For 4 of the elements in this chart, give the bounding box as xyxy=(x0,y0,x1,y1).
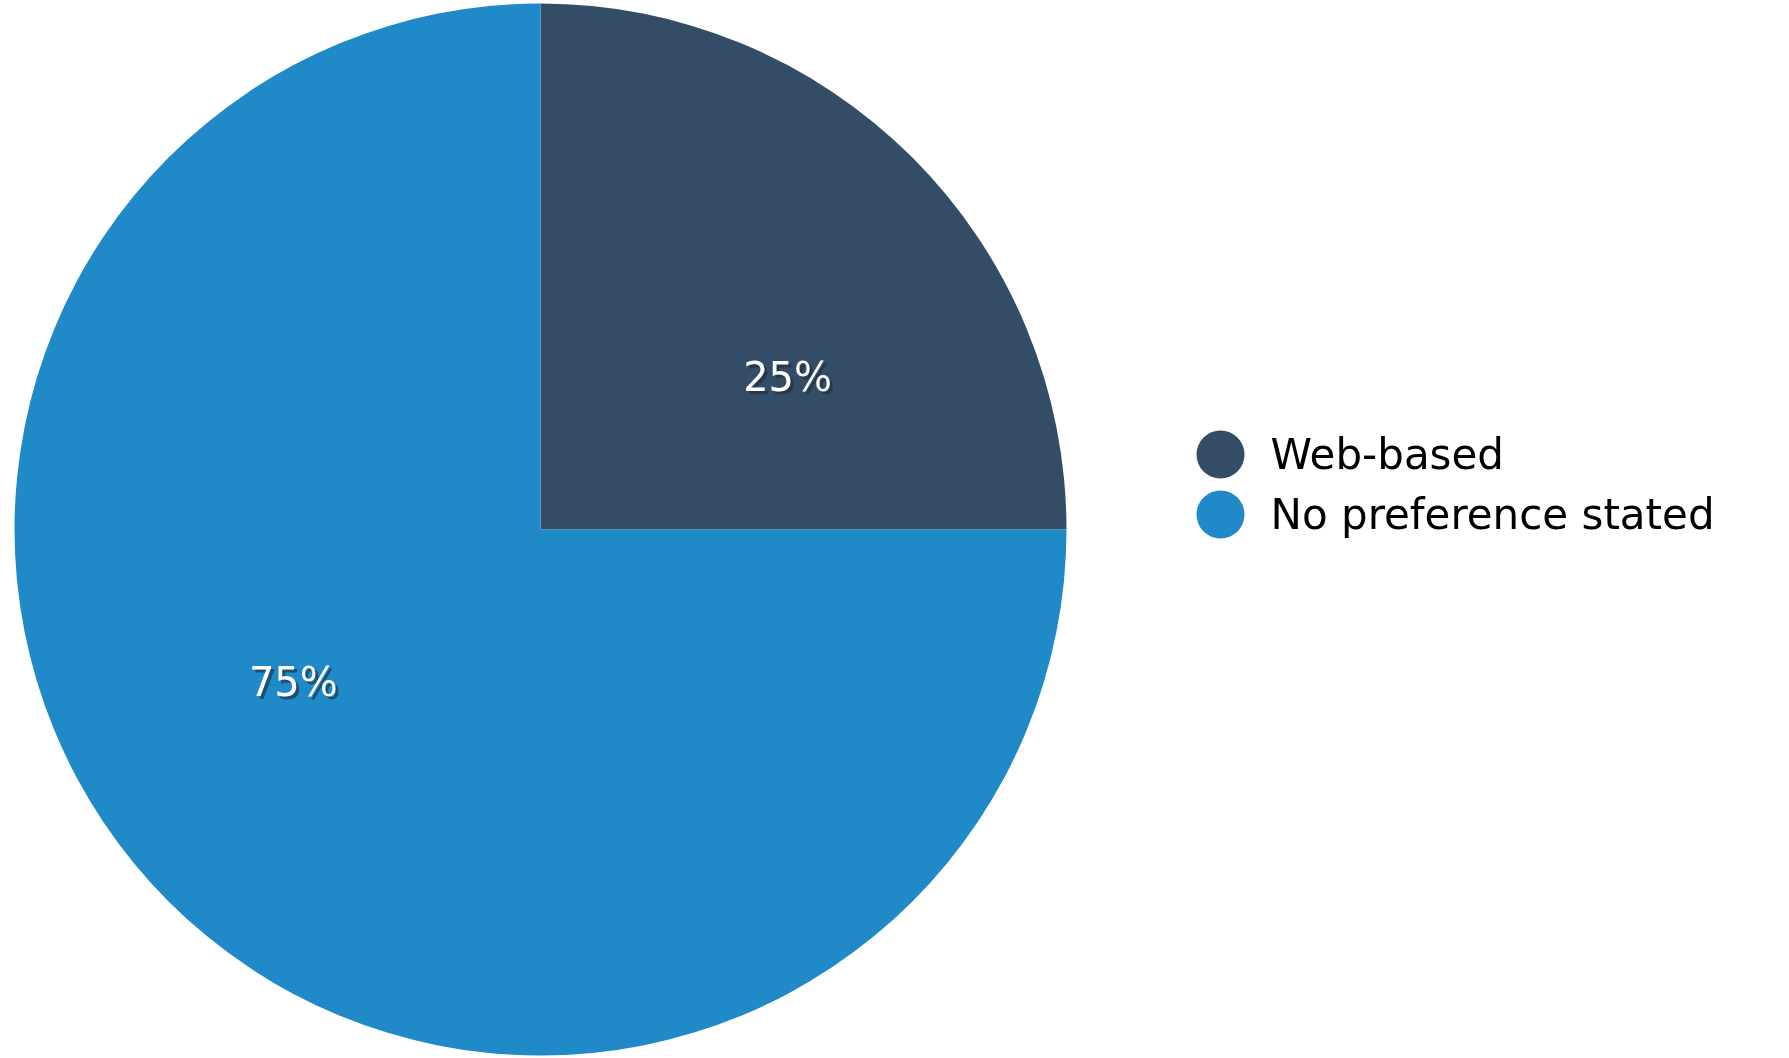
legend-label: Web-based xyxy=(1270,430,1505,479)
legend-label: No preference stated xyxy=(1270,490,1715,539)
data-label: 25% xyxy=(746,357,836,404)
data-label: 75% xyxy=(251,661,341,708)
